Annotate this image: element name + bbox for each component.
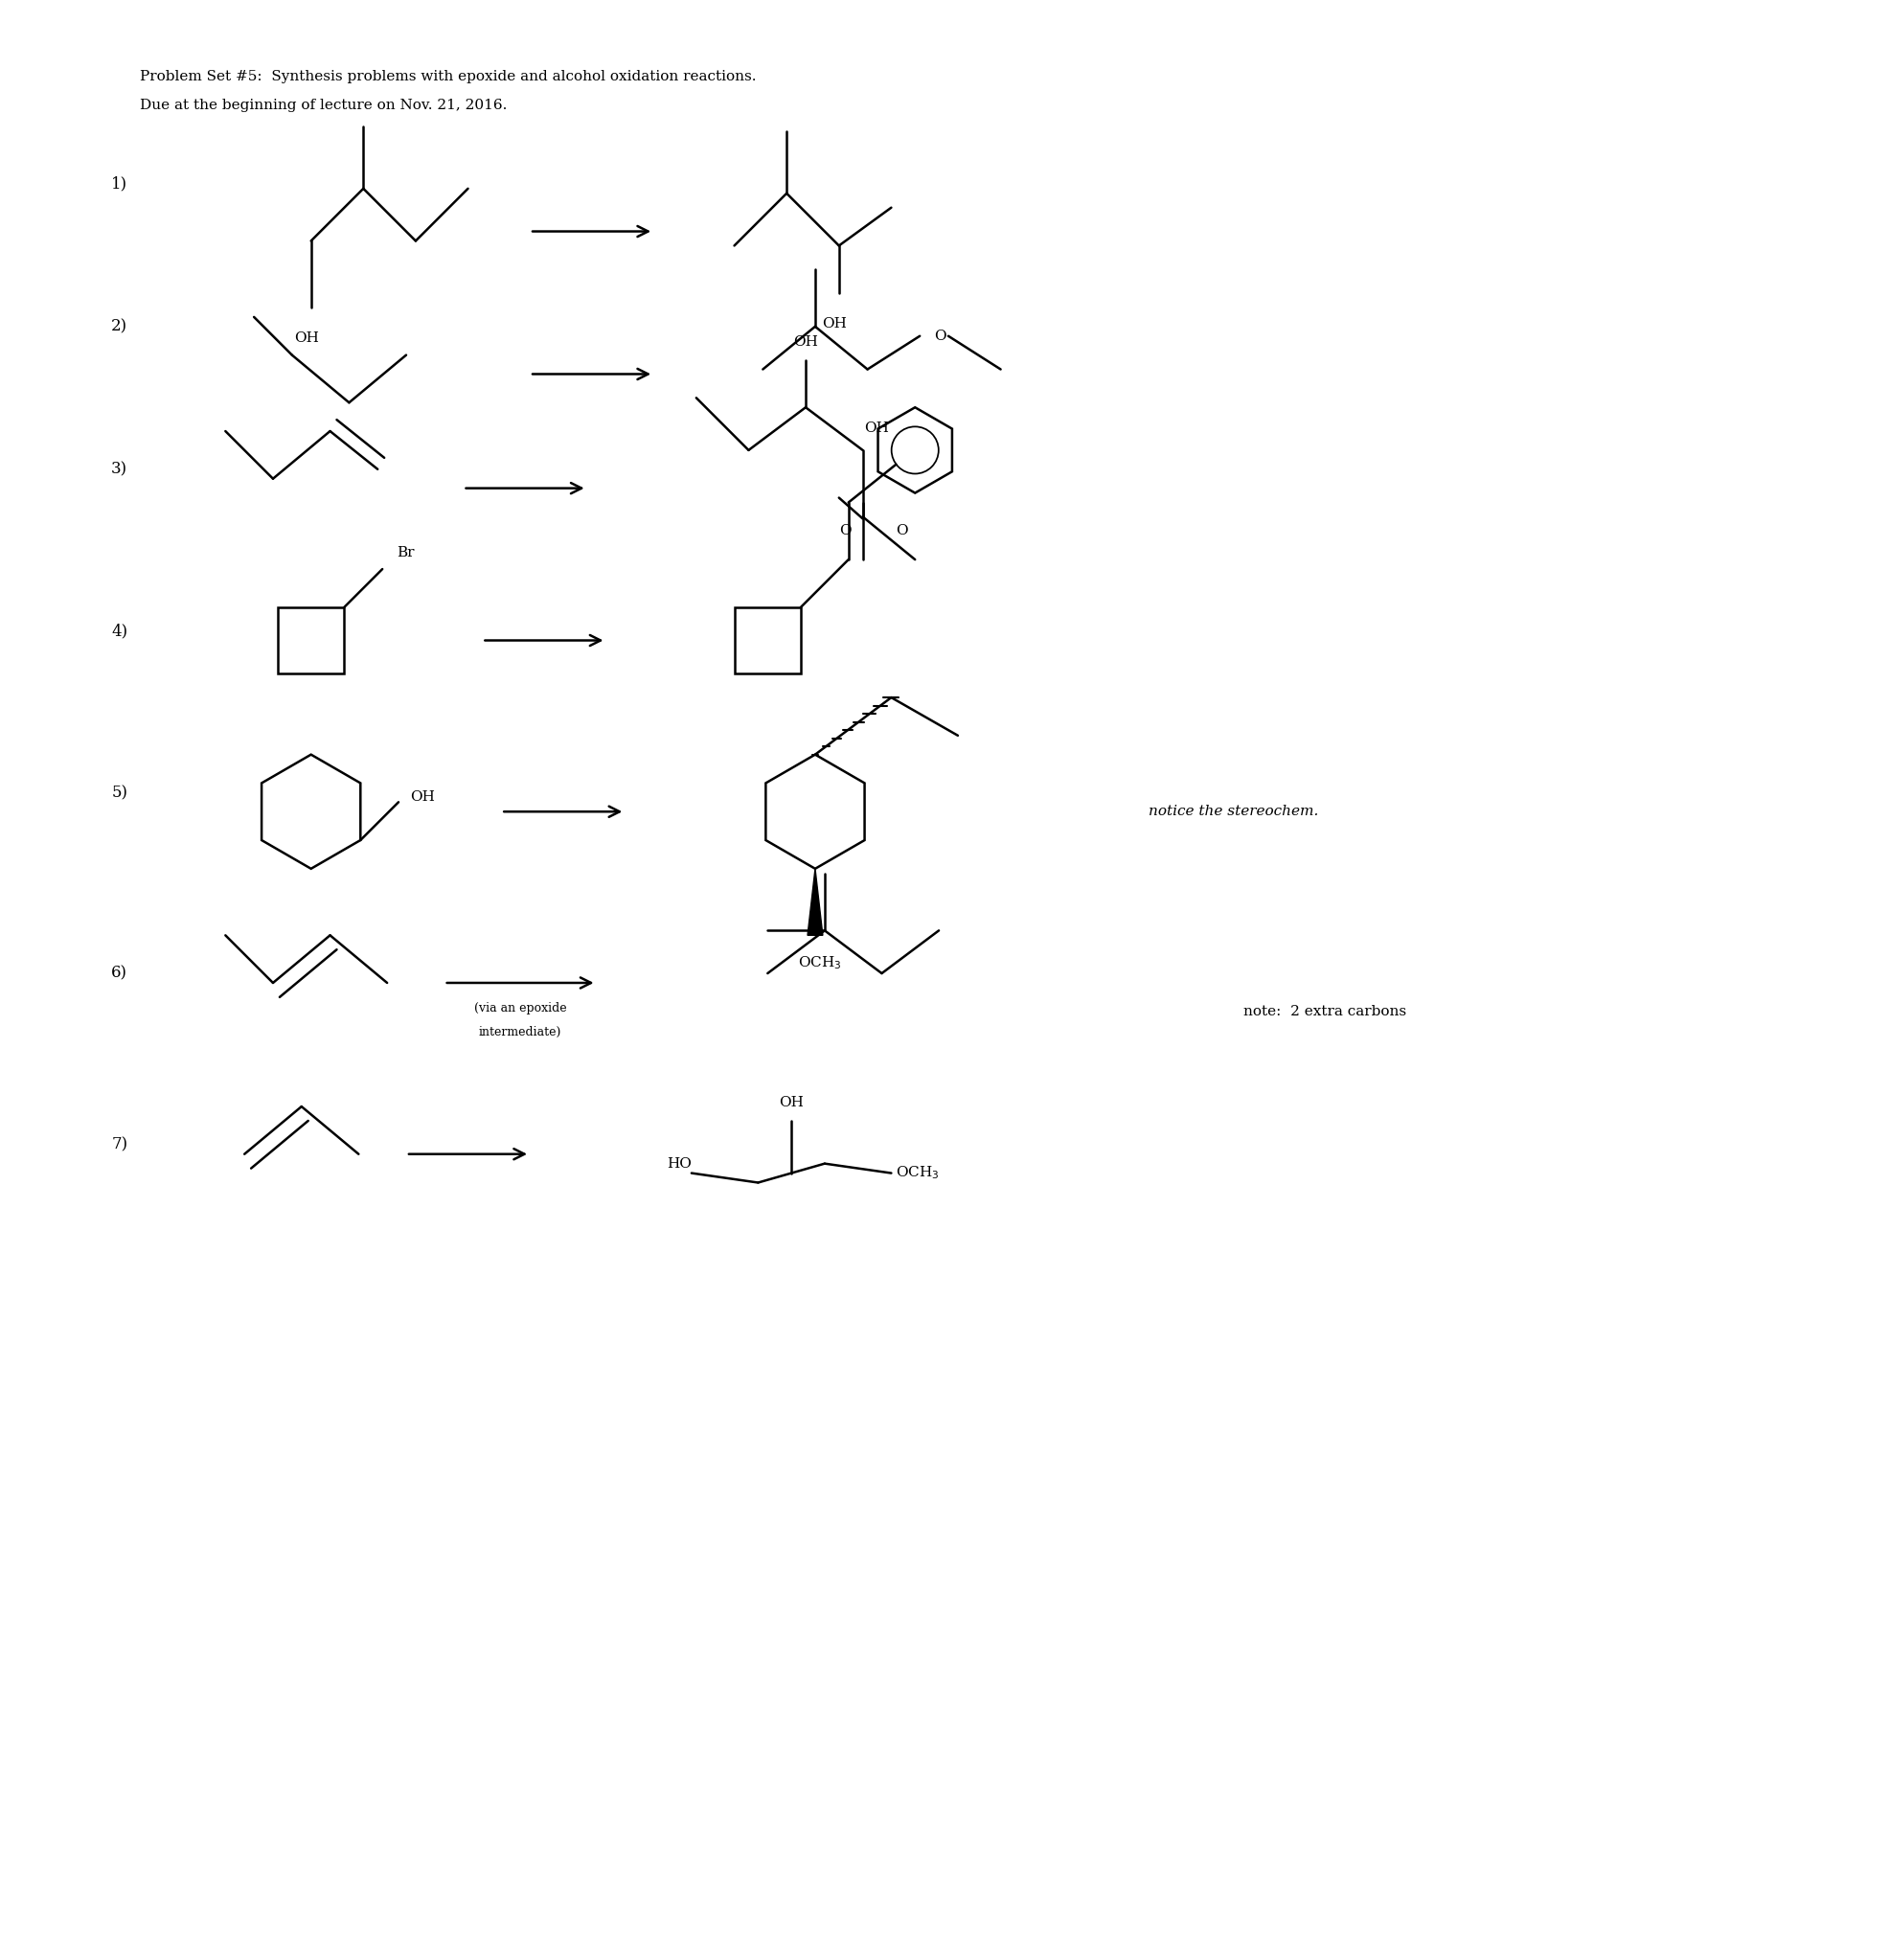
Text: OCH$_3$: OCH$_3$ [896,1164,939,1182]
Text: OH: OH [794,335,818,349]
Text: Problem Set #5:  Synthesis problems with epoxide and alcohol oxidation reactions: Problem Set #5: Synthesis problems with … [140,71,756,82]
Text: OCH$_3$: OCH$_3$ [798,955,841,972]
Text: OH: OH [822,318,847,331]
Text: 5): 5) [112,784,127,802]
Text: O: O [839,525,851,537]
Text: O: O [934,329,945,343]
Text: 7): 7) [112,1137,129,1152]
Text: Due at the beginning of lecture on Nov. 21, 2016.: Due at the beginning of lecture on Nov. … [140,98,507,112]
Text: OH: OH [779,1096,803,1109]
Text: OH: OH [410,790,435,804]
Text: O: O [896,525,907,537]
Text: 1): 1) [112,176,129,192]
Text: 6): 6) [112,964,127,982]
Text: (via an epoxide: (via an epoxide [474,1002,567,1015]
Text: notice the stereochem.: notice the stereochem. [1147,806,1317,819]
Text: 2): 2) [112,318,129,335]
Polygon shape [807,868,822,935]
Text: intermediate): intermediate) [478,1025,561,1039]
Text: OH: OH [864,421,888,435]
Text: 4): 4) [112,623,129,639]
Text: OH: OH [293,331,319,345]
Text: HO: HO [667,1156,692,1170]
Text: 3): 3) [112,461,129,478]
Text: note:  2 extra carbons: note: 2 extra carbons [1242,1005,1406,1017]
Text: Br: Br [397,547,414,559]
